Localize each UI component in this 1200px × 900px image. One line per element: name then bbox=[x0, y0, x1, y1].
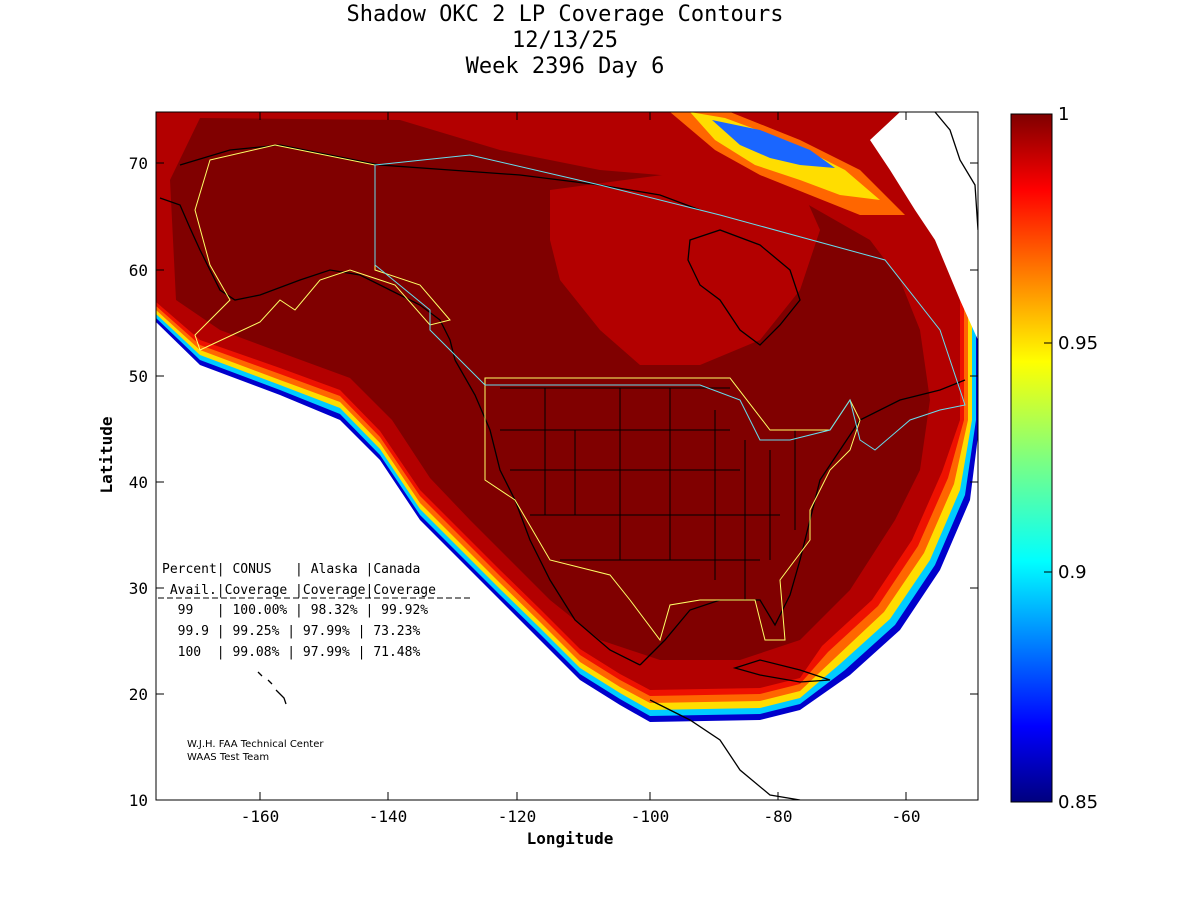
colorbar-tick-label: 1 bbox=[1058, 104, 1069, 125]
uncovered-region-northeast bbox=[870, 112, 978, 340]
arctic-coastline bbox=[179, 144, 701, 211]
colorbar-ticks bbox=[1044, 342, 1052, 573]
tick-marks bbox=[156, 112, 978, 800]
hudson-bay-coastline bbox=[687, 229, 801, 346]
service-area-outlines bbox=[194, 144, 966, 642]
y-tick-label: 20 bbox=[129, 685, 148, 704]
y-tick-label: 70 bbox=[129, 154, 148, 173]
cuba-coastline bbox=[732, 659, 831, 683]
y-tick-label: 60 bbox=[129, 261, 148, 280]
x-axis-label: Longitude bbox=[527, 829, 614, 848]
west-coast bbox=[454, 359, 641, 666]
gulf-coast bbox=[639, 379, 966, 666]
credit-line-1: W.J.H. FAA Technical Center bbox=[187, 739, 324, 750]
conus-service-outline bbox=[484, 377, 861, 642]
y-tick-label: 30 bbox=[129, 579, 148, 598]
coverage-contours bbox=[156, 112, 978, 722]
greenland-coast bbox=[934, 112, 978, 231]
y-tick-label: 50 bbox=[129, 367, 148, 386]
chart-date: 12/13/25 bbox=[512, 28, 618, 53]
chart-title: Shadow OKC 2 LP Coverage Contours bbox=[346, 2, 784, 27]
state-borders bbox=[500, 387, 796, 600]
table-header-row-2: Avail.|Coverage |Coverage|Coverage bbox=[162, 583, 436, 598]
y-tick-label: 40 bbox=[129, 473, 148, 492]
y-tick-label: 10 bbox=[129, 791, 148, 810]
central-america-coastline bbox=[649, 699, 801, 800]
x-tick-label: -80 bbox=[764, 807, 793, 826]
chart-week-day: Week 2396 Day 6 bbox=[465, 54, 665, 79]
x-tick-label: -140 bbox=[369, 807, 408, 826]
hawaii-islands bbox=[257, 671, 287, 705]
table-row: 99 | 100.00% | 98.32% | 99.92% bbox=[162, 603, 428, 618]
alaska-service-outline bbox=[194, 144, 451, 351]
colorbar-tick-label: 0.85 bbox=[1058, 792, 1098, 813]
table-row: 100 | 99.08% | 97.99% | 71.48% bbox=[162, 645, 420, 660]
x-tick-label: -60 bbox=[892, 807, 921, 826]
x-tick-label: -160 bbox=[241, 807, 280, 826]
credit-line-2: WAAS Test Team bbox=[187, 752, 269, 763]
plot-frame bbox=[155, 111, 979, 801]
table-header-row-1: Percent| CONUS | Alaska |Canada bbox=[162, 562, 420, 577]
colorbar-tick-label: 0.9 bbox=[1058, 562, 1087, 583]
colorbar-tick-label: 0.95 bbox=[1058, 333, 1098, 354]
x-tick-label: -100 bbox=[631, 807, 670, 826]
canada-service-outline bbox=[374, 154, 966, 451]
coverage-table: Percent| CONUS | Alaska |Canada Avail.|C… bbox=[158, 562, 470, 660]
x-tick-label: -120 bbox=[498, 807, 537, 826]
y-axis-label: Latitude bbox=[97, 416, 116, 493]
table-row: 99.9 | 99.25% | 97.99% | 73.23% bbox=[162, 624, 420, 639]
colorbar bbox=[1010, 113, 1053, 803]
coverage-canada-lighter-zone bbox=[550, 170, 820, 365]
coverage-arctic-blue bbox=[712, 120, 835, 168]
